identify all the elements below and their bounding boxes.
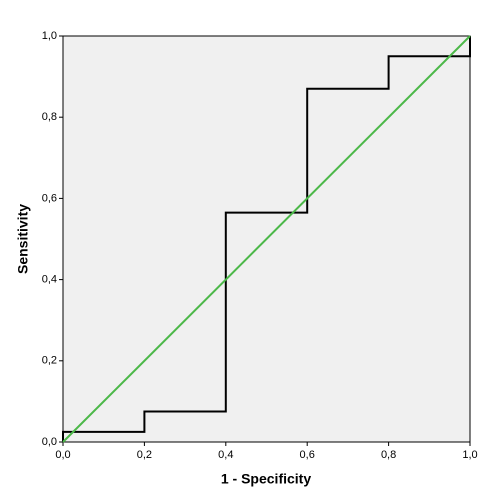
y-axis-title: Sensitivity: [15, 204, 31, 274]
series-line: [62, 35, 471, 443]
y-tick-label: 0,6: [42, 192, 57, 204]
y-tick-label: 0,8: [42, 111, 57, 123]
y-tick-label: 0,4: [42, 274, 57, 286]
x-tick-label: 0,8: [381, 449, 396, 461]
x-tick-label: 0,0: [55, 449, 70, 461]
x-tick-label: 0,4: [218, 449, 233, 461]
y-tick-label: 0,0: [42, 436, 57, 448]
x-tick-label: 1,0: [462, 449, 477, 461]
x-tick-label: 0,2: [137, 449, 152, 461]
x-axis-title: 1 - Specificity: [221, 471, 311, 487]
x-tick-label: 0,6: [300, 449, 315, 461]
y-tick-label: 1,0: [42, 30, 57, 42]
y-tick-label: 0,2: [42, 355, 57, 367]
series-line: [62, 36, 471, 442]
